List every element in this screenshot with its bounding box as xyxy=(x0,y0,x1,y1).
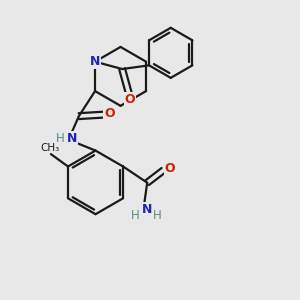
Text: O: O xyxy=(125,93,135,106)
Text: H: H xyxy=(56,132,65,145)
Text: H: H xyxy=(153,209,161,223)
Text: N: N xyxy=(142,203,152,216)
Text: H: H xyxy=(131,209,140,223)
Text: N: N xyxy=(90,55,100,68)
Text: O: O xyxy=(104,107,115,120)
Text: O: O xyxy=(165,162,175,175)
Text: CH₃: CH₃ xyxy=(41,142,60,153)
Text: N: N xyxy=(67,132,77,145)
